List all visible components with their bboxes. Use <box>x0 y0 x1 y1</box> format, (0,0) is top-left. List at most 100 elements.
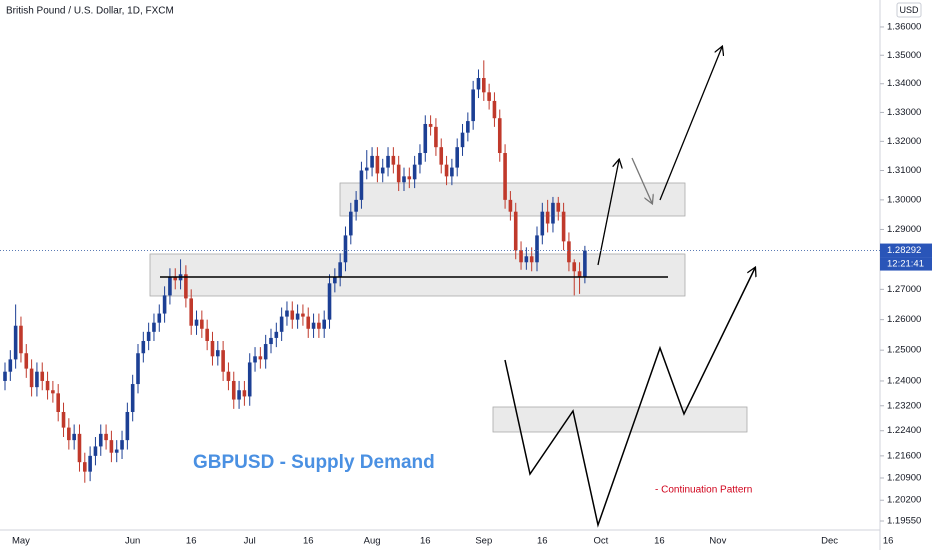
annotation: - Continuation Pattern <box>655 485 752 496</box>
y-tick-label: 1.36000 <box>887 21 921 32</box>
candle-body <box>168 277 172 296</box>
x-tick-label: 16 <box>537 536 548 547</box>
annotation: GBPUSD - Supply Demand <box>193 452 435 473</box>
x-tick-label: Aug <box>364 536 381 547</box>
candle-body <box>508 199 513 212</box>
candle-body <box>295 313 300 320</box>
candle-body <box>476 78 481 90</box>
candle-body <box>125 411 130 441</box>
y-tick-label: 1.24000 <box>887 375 921 386</box>
candle-body <box>349 211 353 236</box>
candle-body <box>306 316 311 329</box>
candle-body <box>455 147 459 168</box>
candle-body <box>285 310 289 317</box>
candle-body <box>77 433 82 463</box>
candle-body <box>412 164 417 180</box>
candle-body <box>450 167 454 177</box>
x-tick-label: May <box>12 536 30 547</box>
candle-body <box>551 202 555 224</box>
candle-body <box>540 211 545 236</box>
x-tick-label: 16 <box>186 536 197 547</box>
chart-title: British Pound / U.S. Dollar, 1D, FXCM <box>6 6 174 17</box>
y-tick-label: 1.27000 <box>887 284 921 295</box>
x-tick-label: 16 <box>883 536 894 547</box>
candle-body <box>577 271 582 278</box>
currency-box <box>896 2 922 18</box>
candle-body <box>263 344 268 360</box>
candle-body <box>375 155 380 174</box>
candle-body <box>386 155 390 168</box>
candle-body <box>253 356 257 363</box>
candle-body <box>72 433 76 441</box>
supply-zone <box>339 182 686 217</box>
y-tick-label: 1.19550 <box>887 516 921 527</box>
candle-body <box>200 319 204 329</box>
candle-body <box>301 313 305 317</box>
candle-body <box>561 211 566 242</box>
candle-body <box>237 390 241 400</box>
y-tick-label: 1.22400 <box>887 425 921 436</box>
pattern-path <box>504 268 755 528</box>
x-tick-label: 16 <box>654 536 665 547</box>
candle-body <box>482 78 486 93</box>
candle-body <box>88 455 92 472</box>
candle-body <box>157 313 162 323</box>
candle-body <box>407 176 412 180</box>
candle-body <box>380 167 385 174</box>
candle-body <box>19 325 23 354</box>
candle-body <box>567 241 571 263</box>
candle-body <box>434 126 438 148</box>
candle-body <box>423 123 428 153</box>
arrow <box>597 160 619 266</box>
x-tick-label: 16 <box>420 536 431 547</box>
candle-body <box>354 199 358 212</box>
candle-body <box>13 325 18 360</box>
candle-body <box>194 319 199 326</box>
candle-body <box>67 427 71 441</box>
candle-body <box>545 211 550 224</box>
candle-body <box>418 152 422 165</box>
candle-body <box>45 380 50 391</box>
candle-body <box>343 235 348 263</box>
candle-body <box>184 274 188 299</box>
candle-body <box>226 371 231 381</box>
candle-body <box>173 277 178 281</box>
candle-body <box>104 433 108 441</box>
candle-body <box>247 362 252 397</box>
candle-body <box>471 89 475 122</box>
candle-body <box>162 295 167 314</box>
arrow <box>659 47 722 201</box>
demand-zone <box>149 253 686 297</box>
y-tick-label: 1.34000 <box>887 78 921 89</box>
candle-body <box>269 337 273 345</box>
y-tick-label: 1.21600 <box>887 450 921 461</box>
candle-body <box>35 371 39 388</box>
candle-body <box>333 277 337 284</box>
candle-body <box>93 446 98 456</box>
x-tick-label: Oct <box>593 536 608 547</box>
candle-body <box>51 390 55 394</box>
candle-body <box>359 170 364 200</box>
candle-body <box>466 121 470 133</box>
x-tick-label: Sep <box>475 536 492 547</box>
candle-body <box>396 164 401 183</box>
last-price-box <box>880 243 932 258</box>
candle-body <box>519 250 523 263</box>
candle-body <box>364 167 369 171</box>
candle-body <box>274 331 279 338</box>
candle-body <box>83 462 87 472</box>
candle-body <box>130 384 135 412</box>
candle-body <box>141 340 146 354</box>
candle-body <box>216 350 220 357</box>
candle-body <box>583 250 587 278</box>
x-tick-label: 16 <box>303 536 314 547</box>
candle-body <box>487 92 491 101</box>
arrow <box>631 157 652 203</box>
candle-body <box>444 164 449 177</box>
candle-body <box>24 353 29 369</box>
candle-body <box>231 380 236 400</box>
y-tick-label: 1.31000 <box>887 165 921 176</box>
y-tick-label: 1.20900 <box>887 472 921 483</box>
countdown-box <box>880 257 932 271</box>
